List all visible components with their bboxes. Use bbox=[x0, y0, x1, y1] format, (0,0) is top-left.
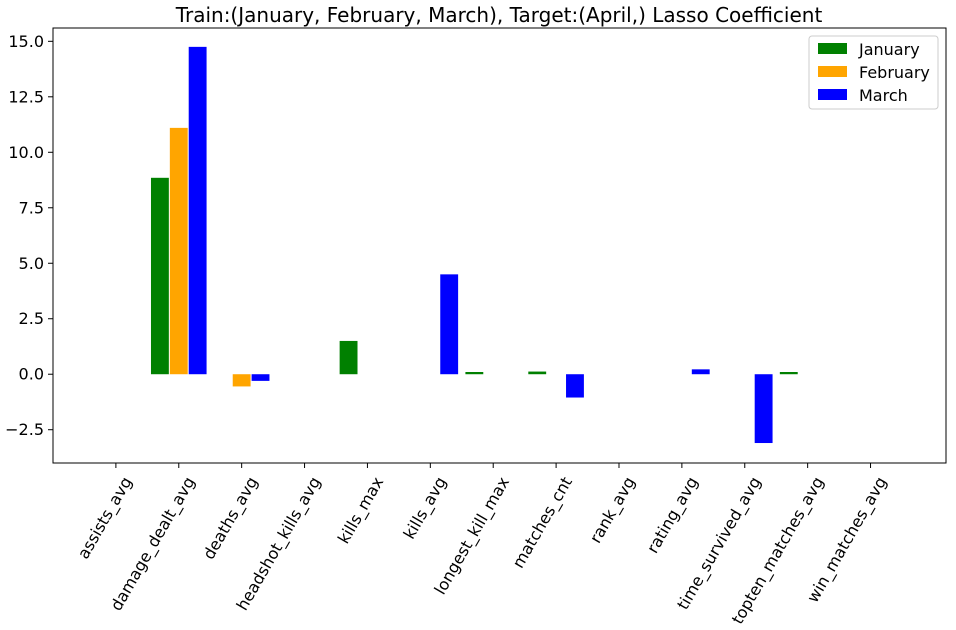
y-tick-label: 0.0 bbox=[19, 365, 44, 384]
legend-label-january: January bbox=[858, 40, 920, 59]
bar-january-damage_dealt_avg bbox=[150, 177, 169, 375]
legend-label-february: February bbox=[859, 63, 930, 82]
bar-january-longest_kill_max bbox=[465, 372, 484, 375]
bars-layer bbox=[150, 46, 798, 444]
y-axis: −2.5 0.0 2.5 5.0 7.5 10.0 12.5 15.0 bbox=[5, 32, 53, 439]
bar-march-matches_cnt bbox=[566, 374, 584, 398]
bar-march-deaths_avg bbox=[251, 374, 270, 381]
chart-title: Train:(January, February, March), Target… bbox=[175, 3, 823, 27]
bar-february-deaths_avg bbox=[232, 374, 251, 387]
x-tick-label: rank_avg bbox=[586, 474, 640, 547]
x-tick-label: assists_avg bbox=[74, 474, 137, 563]
x-tick-label: kills_max bbox=[334, 474, 388, 548]
bar-january-matches_cnt bbox=[528, 371, 547, 375]
x-tick-label: matches_cnt bbox=[509, 474, 577, 572]
legend-swatch-february bbox=[818, 66, 847, 77]
bar-january-kills_max bbox=[339, 340, 358, 375]
bar-march-kills_avg bbox=[440, 274, 459, 375]
bar-january-topten_matches_avg bbox=[779, 372, 798, 375]
y-tick-label: 5.0 bbox=[19, 254, 44, 273]
x-tick-label: kills_avg bbox=[400, 474, 452, 543]
plot-area-frame bbox=[52, 27, 947, 464]
legend: January February March bbox=[808, 35, 939, 110]
x-tick-label: deaths_avg bbox=[199, 474, 262, 564]
y-tick-label: −2.5 bbox=[5, 420, 44, 439]
legend-swatch-march bbox=[818, 89, 847, 100]
bar-february-damage_dealt_avg bbox=[169, 127, 188, 375]
y-tick-label: 12.5 bbox=[8, 87, 44, 106]
legend-swatch-january bbox=[818, 43, 847, 54]
y-tick-label: 10.0 bbox=[8, 143, 44, 162]
y-tick-label: 2.5 bbox=[19, 309, 44, 328]
legend-label-march: March bbox=[859, 86, 908, 105]
bar-march-time_survived_avg bbox=[754, 374, 773, 444]
y-tick-label: 7.5 bbox=[19, 198, 44, 217]
bar-march-damage_dealt_avg bbox=[188, 46, 207, 375]
y-tick-label: 15.0 bbox=[8, 32, 44, 51]
bar-march-rating_avg bbox=[691, 369, 710, 375]
x-tick-label: rating_avg bbox=[643, 474, 703, 557]
